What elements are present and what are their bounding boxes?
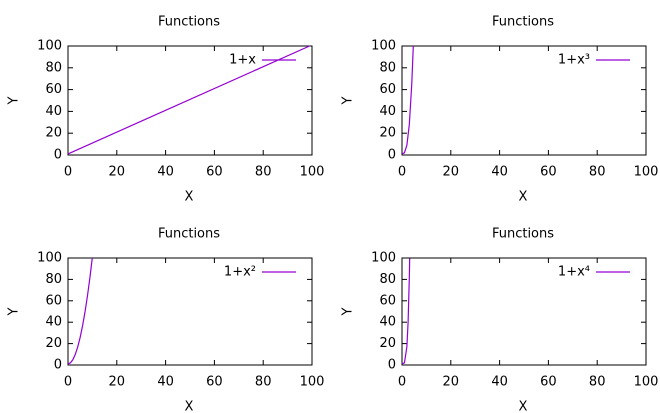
function-line (401, 258, 411, 365)
plot-frame (67, 45, 313, 156)
x-tick-label: 40 (157, 375, 174, 390)
x-tick-label: 80 (255, 375, 272, 390)
x-tick-label: 60 (206, 165, 223, 180)
chart-title: Functions (492, 15, 554, 30)
x-axis-label: X (519, 400, 528, 413)
y-tick-label: 100 (371, 39, 396, 54)
y-axis-label: Y (341, 307, 356, 316)
x-tick-label: 80 (589, 165, 606, 180)
x-tick-label: 20 (443, 165, 460, 180)
chart-title: Functions (158, 227, 220, 242)
x-tick-label: 20 (443, 375, 460, 390)
x-tick-label: 60 (540, 375, 557, 390)
plot-frame (401, 45, 647, 156)
legend-label: 1+x (229, 53, 256, 68)
x-tick-label: 100 (634, 165, 659, 180)
y-tick-label: 40 (379, 104, 396, 119)
x-tick-label: 100 (634, 375, 659, 390)
y-tick-label: 60 (379, 82, 396, 97)
function-line (67, 257, 93, 365)
x-tick-label: 40 (491, 165, 508, 180)
y-tick-label: 0 (54, 148, 62, 163)
x-axis-label: X (519, 190, 528, 205)
y-tick-label: 80 (379, 272, 396, 287)
y-tick-label: 20 (379, 336, 396, 351)
chart-title: Functions (492, 227, 554, 242)
y-tick-label: 100 (37, 39, 62, 54)
x-axis-label: X (185, 190, 194, 205)
x-tick-label: 0 (398, 165, 406, 180)
x-tick-label: 0 (64, 375, 72, 390)
x-tick-label: 100 (300, 165, 325, 180)
x-tick-label: 60 (540, 165, 557, 180)
y-axis-label: Y (7, 307, 22, 316)
y-tick-label: 80 (45, 272, 62, 287)
y-tick-label: 40 (379, 315, 396, 330)
plot-frame (67, 257, 313, 366)
y-tick-label: 40 (45, 315, 62, 330)
y-tick-label: 40 (45, 104, 62, 119)
y-tick-label: 20 (379, 126, 396, 141)
x-tick-label: 80 (589, 375, 606, 390)
function-line (67, 45, 310, 155)
y-tick-label: 0 (388, 148, 396, 163)
y-tick-label: 60 (45, 82, 62, 97)
x-tick-label: 80 (255, 165, 272, 180)
plot-frame (401, 257, 647, 366)
x-tick-label: 20 (109, 375, 126, 390)
y-tick-label: 100 (37, 251, 62, 266)
x-axis-label: X (185, 400, 194, 413)
x-tick-label: 0 (64, 165, 72, 180)
x-tick-label: 20 (109, 165, 126, 180)
x-tick-label: 40 (157, 165, 174, 180)
chart-title: Functions (158, 15, 220, 30)
y-tick-label: 20 (45, 336, 62, 351)
y-tick-label: 60 (379, 293, 396, 308)
y-tick-label: 80 (45, 60, 62, 75)
x-tick-label: 60 (206, 375, 223, 390)
legend-label: 1+x² (224, 265, 256, 280)
x-tick-label: 40 (491, 375, 508, 390)
legend-label: 1+x⁴ (558, 265, 590, 280)
y-tick-label: 20 (45, 126, 62, 141)
y-tick-label: 80 (379, 60, 396, 75)
x-tick-label: 100 (300, 375, 325, 390)
function-line (401, 45, 414, 155)
y-tick-label: 0 (54, 358, 62, 373)
legend-label: 1+x³ (558, 53, 590, 68)
x-tick-label: 0 (398, 375, 406, 390)
y-tick-label: 0 (388, 358, 396, 373)
y-tick-label: 60 (45, 293, 62, 308)
y-tick-label: 100 (371, 251, 396, 266)
y-axis-label: Y (7, 96, 22, 105)
y-axis-label: Y (341, 96, 356, 105)
